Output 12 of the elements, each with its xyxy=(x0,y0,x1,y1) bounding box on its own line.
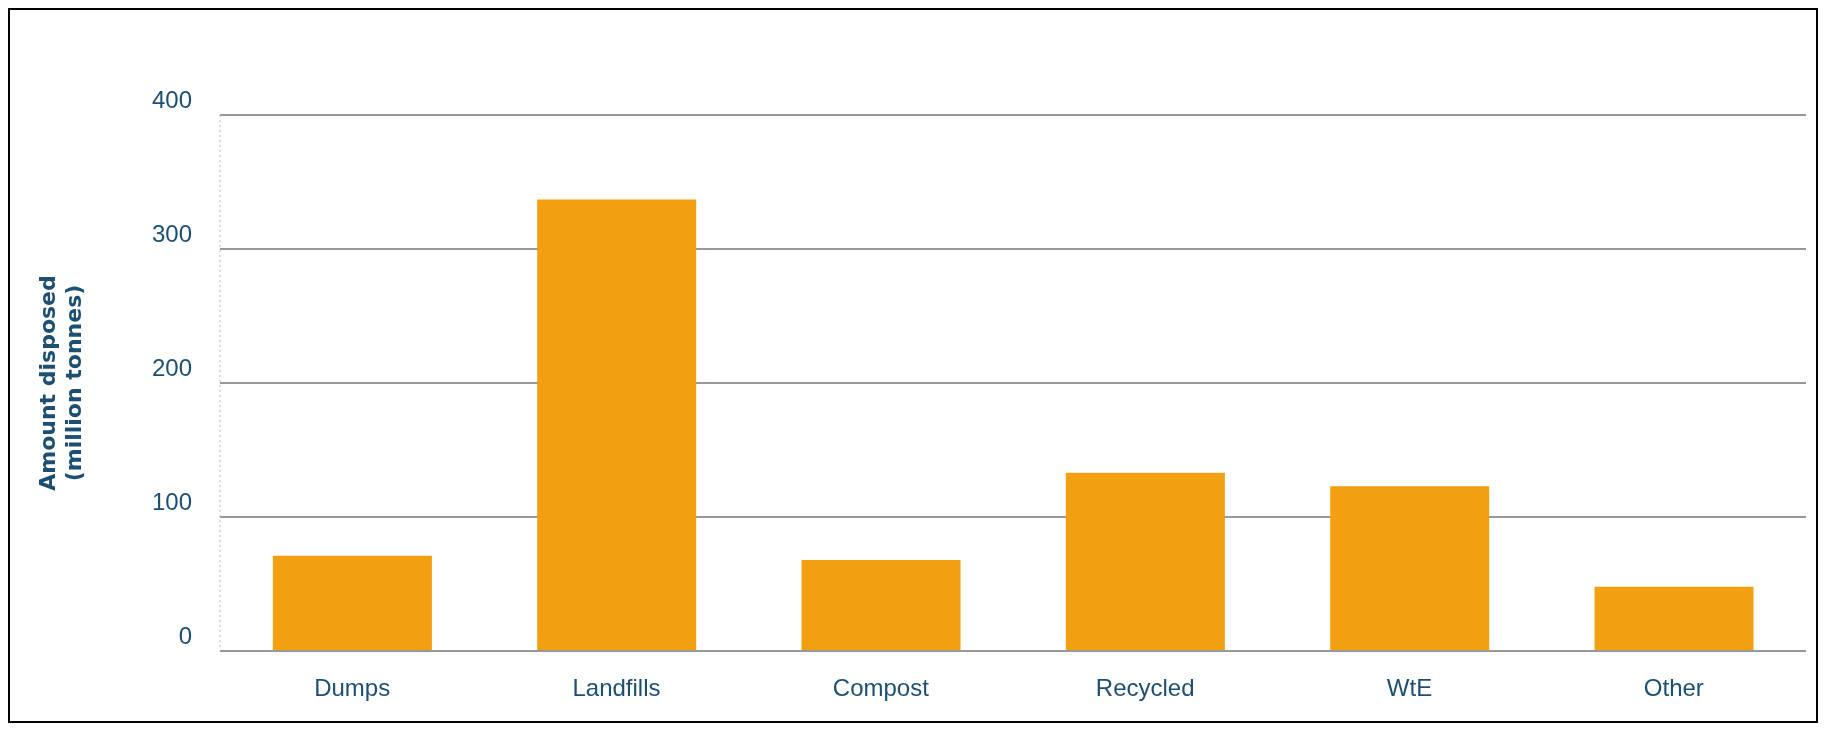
y-tick-label: 400 xyxy=(151,85,192,113)
y-tick-label: 200 xyxy=(151,353,192,381)
x-tick-label: Landfills xyxy=(572,674,661,702)
y-axis-title: Amount disposed (million tonnes) xyxy=(35,275,86,491)
y-tick-label: 300 xyxy=(151,219,192,247)
y-tick-label: 100 xyxy=(151,487,192,515)
x-tick-label: Compost xyxy=(832,674,930,702)
x-tick-label: WtE xyxy=(1386,674,1433,702)
x-tick-label: Other xyxy=(1643,674,1704,702)
y-tick-label: 0 xyxy=(178,621,192,649)
x-tick-label: Recycled xyxy=(1095,674,1195,702)
x-tick-label: Dumps xyxy=(314,674,391,702)
